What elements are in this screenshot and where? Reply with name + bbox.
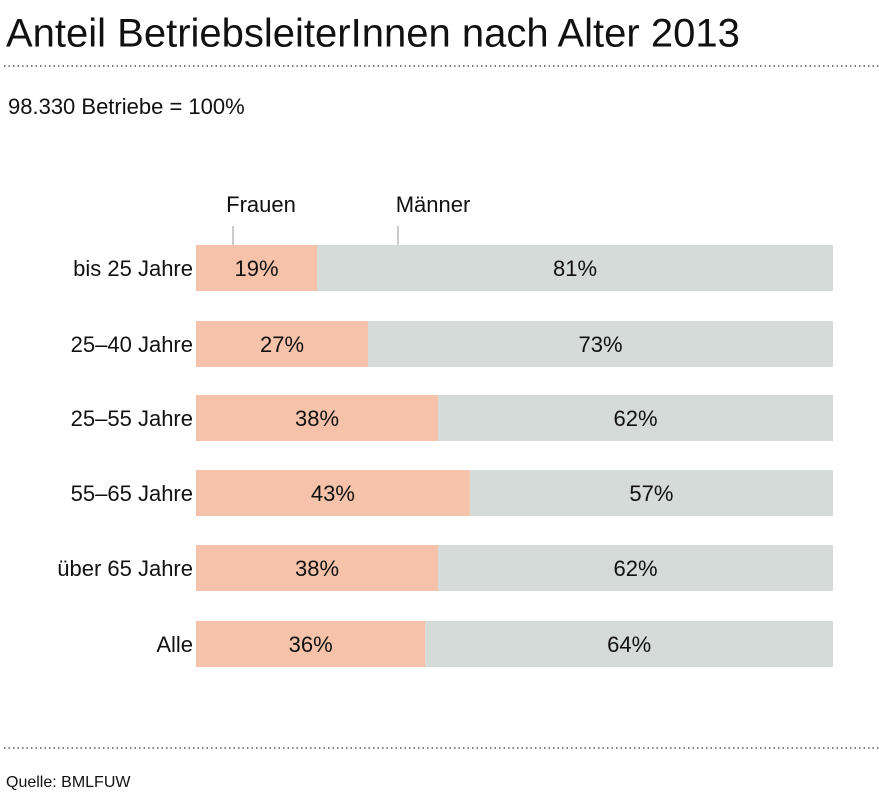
value-label: 19% xyxy=(234,256,278,281)
chart-title: Anteil BetriebsleiterInnen nach Alter 20… xyxy=(6,12,740,56)
value-label: 64% xyxy=(607,632,651,657)
category-label: über 65 Jahre xyxy=(57,556,193,581)
bar-segment xyxy=(367,321,833,367)
bar-segment xyxy=(196,621,426,667)
bar-segment xyxy=(438,545,833,591)
bar-segment xyxy=(317,245,833,291)
bar-segment xyxy=(196,545,439,591)
category-label: Alle xyxy=(156,632,193,657)
source: Quelle: BMLFUW xyxy=(6,774,131,791)
value-label: 57% xyxy=(629,481,673,506)
category-label: 55–65 Jahre xyxy=(71,481,193,506)
value-label: 73% xyxy=(578,332,622,357)
value-label: 38% xyxy=(295,406,339,431)
bar-segment xyxy=(196,395,439,441)
bar-segment xyxy=(469,470,833,516)
value-label: 36% xyxy=(289,632,333,657)
legend-label: Männer xyxy=(396,192,471,217)
bar-segment xyxy=(196,245,318,291)
category-label: bis 25 Jahre xyxy=(73,256,193,281)
legend-label: Frauen xyxy=(226,192,296,217)
chart-subtitle: 98.330 Betriebe = 100% xyxy=(8,94,245,119)
value-label: 27% xyxy=(260,332,304,357)
bar-segment xyxy=(425,621,833,667)
bar-segment xyxy=(438,395,833,441)
bar-segment xyxy=(196,470,470,516)
value-label: 81% xyxy=(553,256,597,281)
bar-segment xyxy=(196,321,368,367)
category-label: 25–40 Jahre xyxy=(71,332,193,357)
value-label: 62% xyxy=(614,556,658,581)
value-label: 43% xyxy=(311,481,355,506)
value-label: 62% xyxy=(614,406,658,431)
value-label: 38% xyxy=(295,556,339,581)
category-label: 25–55 Jahre xyxy=(71,406,193,431)
